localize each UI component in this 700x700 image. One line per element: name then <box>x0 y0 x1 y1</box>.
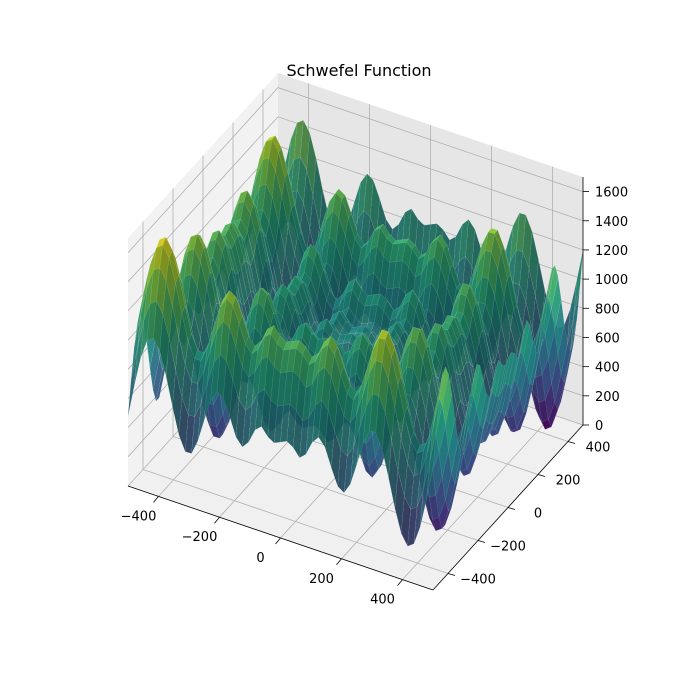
y-tick-label: −200 <box>490 540 526 555</box>
x-tick-label: 200 <box>309 572 334 587</box>
tick-labels: −400 −200 0 200 400 −400 −200 0 200 400 0 200 400 600… <box>121 186 628 608</box>
z-tick-label: 1000 <box>595 273 628 288</box>
axes <box>127 177 589 591</box>
surface-patch <box>554 298 565 356</box>
x-tick-mark <box>275 537 281 545</box>
y-tick-mark <box>567 441 576 444</box>
x-tick-label: 0 <box>256 551 264 566</box>
x-tick-label: −200 <box>182 530 218 545</box>
y-tick-mark <box>447 573 456 576</box>
x-tick-mark <box>153 496 159 503</box>
surface-patch <box>501 352 512 391</box>
chart-title: Schwefel Function <box>286 61 431 80</box>
z-tick-label: 1600 <box>595 186 628 201</box>
surface-patch <box>460 403 471 462</box>
surface-patch <box>445 393 456 451</box>
y-tick-mark <box>477 540 486 543</box>
z-gridline <box>127 87 584 253</box>
x-tick-mark <box>397 579 403 586</box>
surface-patch <box>538 287 549 346</box>
z-tick-label: 400 <box>595 361 620 376</box>
z-tick-label: 200 <box>595 390 620 405</box>
surface-patch <box>448 418 459 473</box>
y-tick-mark <box>537 474 546 477</box>
z-tick-label: 600 <box>595 332 620 347</box>
y-tick-label: 400 <box>586 441 611 456</box>
x-tick-label: 400 <box>370 593 395 608</box>
y-tick-mark <box>507 507 516 510</box>
z-tick-label: 0 <box>595 419 603 434</box>
y-tick-label: −400 <box>460 573 496 588</box>
y-tick-label: 0 <box>534 507 542 522</box>
surface-patch <box>520 319 531 357</box>
surface-patch <box>529 352 540 386</box>
surface-patch <box>426 430 437 500</box>
x-tick-mark <box>214 516 220 524</box>
surface-patch <box>557 323 568 375</box>
x-tick-label: −400 <box>121 509 157 524</box>
z-tick-label: 800 <box>595 302 620 317</box>
surface-plot <box>127 119 584 547</box>
z-tick-label: 1400 <box>595 215 628 230</box>
z-gridline <box>127 116 584 283</box>
y-tick-label: 200 <box>556 474 581 489</box>
surface-patch <box>432 374 443 430</box>
surface-patch <box>532 339 543 385</box>
x-tick-mark <box>336 558 342 566</box>
z-tick-label: 1200 <box>595 244 628 259</box>
